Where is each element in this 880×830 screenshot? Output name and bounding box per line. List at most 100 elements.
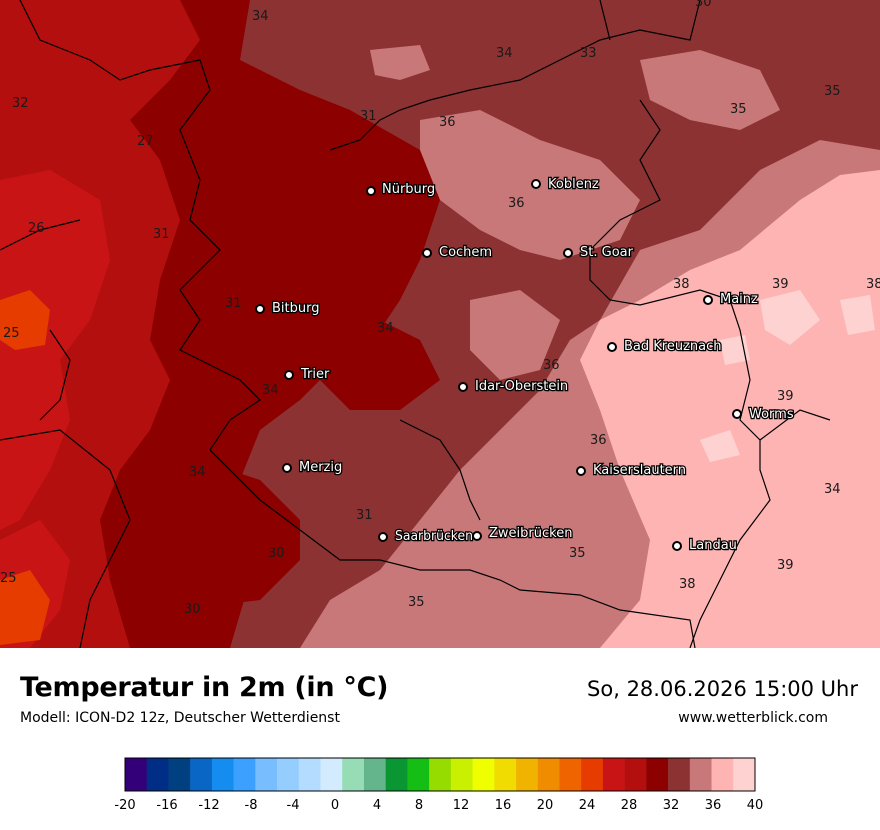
iso-label: 34 (824, 482, 841, 497)
iso-label: 35 (824, 84, 841, 99)
city-label-zweibruecken: Zweibrücken (489, 526, 572, 541)
city-dot (672, 541, 682, 551)
iso-label: 27 (137, 134, 154, 149)
iso-label: 30 (184, 602, 201, 617)
legend-swatch (385, 758, 408, 791)
legend-swatch (407, 758, 430, 791)
temp-zone-32-34-center (320, 320, 440, 410)
city-dot (732, 409, 742, 419)
city-label-trier: Trier (300, 367, 330, 382)
legend-tick-label: 12 (453, 798, 470, 813)
legend-swatch (581, 758, 604, 791)
legend-swatch (211, 758, 234, 791)
iso-label: 31 (225, 296, 242, 311)
website-link[interactable]: www.wetterblick.com (678, 710, 828, 726)
iso-label: 32 (12, 96, 29, 111)
legend-tick-label: 28 (621, 798, 638, 813)
iso-label: 36 (439, 115, 456, 130)
iso-label: 34 (252, 9, 269, 24)
iso-label: 30 (268, 546, 285, 561)
iso-label: 31 (360, 109, 377, 124)
legend-swatch (450, 758, 473, 791)
city-label-bitburg: Bitburg (272, 301, 320, 316)
city-label-merzig: Merzig (299, 460, 342, 475)
city-label-bad-kreuznach: Bad Kreuznach (624, 339, 722, 354)
legend-tick-label: 16 (495, 798, 512, 813)
iso-label: 36 (590, 433, 607, 448)
temp-zone-36-38-south (400, 540, 640, 648)
legend-tick-label: 40 (747, 798, 764, 813)
city-dot (422, 248, 432, 258)
color-legend: -20 -16 -12 -8 -4 0 4 8 12 16 20 24 28 32 36 40 (114, 757, 764, 813)
temperature-map[interactable]: 34 30 34 33 35 35 32 31 36 27 26 31 36 3… (0, 0, 880, 648)
city-dot (563, 248, 573, 258)
legend-swatch (255, 758, 278, 791)
legend-swatch (298, 758, 321, 791)
city-label-idar-oberstein: Idar-Oberstein (475, 379, 568, 394)
iso-label: 39 (777, 558, 794, 573)
legend-swatch (624, 758, 647, 791)
iso-label: 26 (28, 221, 45, 236)
iso-label: 30 (695, 0, 712, 10)
legend-swatch (646, 758, 669, 791)
city-dot (576, 466, 586, 476)
city-dot (472, 531, 482, 541)
temp-zone-28-30 (0, 170, 110, 530)
city-label-koblenz: Koblenz (548, 177, 599, 192)
iso-label: 38 (679, 577, 696, 592)
city-markers: Nürburg Koblenz Cochem St. Goar Mainz Bi… (255, 176, 795, 554)
city-label-nuerburg: Nürburg (382, 182, 435, 197)
iso-label: 33 (580, 46, 597, 61)
city-label-saarbruecken: Saarbrücken (395, 529, 473, 544)
legend-tick-label: 0 (331, 798, 339, 813)
iso-label: 34 (189, 465, 206, 480)
temp-zone-24-28-1 (0, 290, 50, 350)
iso-label: 35 (408, 595, 425, 610)
legend-swatch (711, 758, 734, 791)
legend-tick-label: 32 (663, 798, 680, 813)
city-dot (284, 370, 294, 380)
temp-zone-36-38-north (420, 110, 640, 260)
legend-swatch (363, 758, 386, 791)
iso-label: 25 (0, 571, 17, 586)
legend-tick-label: -8 (245, 798, 258, 813)
legend-tick-label: 8 (415, 798, 423, 813)
legend-swatch (146, 758, 169, 791)
temp-zone-40-plus-4 (700, 430, 740, 462)
city-label-st-goar: St. Goar (580, 245, 634, 260)
legend-swatch (537, 758, 560, 791)
legend-swatch (125, 758, 148, 791)
valid-time: So, 28.06.2026 15:00 Uhr (587, 677, 858, 701)
legend-tick-label: -4 (287, 798, 300, 813)
temp-zone-40-plus-3 (840, 295, 875, 335)
iso-label: 31 (153, 227, 170, 242)
legend-swatch (733, 758, 756, 791)
map-title: Temperatur in 2m (in °C) (20, 672, 389, 703)
temp-zone-30-32-b (0, 0, 90, 70)
temp-zone-36-38-east (640, 50, 780, 130)
legend-tick-label: -12 (198, 798, 219, 813)
iso-label: 34 (496, 46, 513, 61)
temp-zone-32-34-south (140, 460, 300, 610)
city-dot (378, 532, 388, 542)
iso-label: 25 (3, 326, 20, 341)
map-subtitle: Modell: ICON-D2 12z, Deutscher Wetterdie… (20, 710, 340, 726)
legend-swatch (494, 758, 517, 791)
city-dot (607, 342, 617, 352)
isotherm-labels: 34 30 34 33 35 35 32 31 36 27 26 31 36 3… (0, 0, 880, 617)
legend-color-bar (124, 757, 756, 792)
legend-swatch (429, 758, 452, 791)
legend-border (124, 757, 756, 792)
city-dot (282, 463, 292, 473)
iso-label: 35 (569, 546, 586, 561)
legend-swatch (472, 758, 495, 791)
legend-swatch (168, 758, 191, 791)
city-dot (366, 186, 376, 196)
legend-swatch (190, 758, 213, 791)
temp-zone-40-plus-1 (760, 290, 820, 345)
city-label-cochem: Cochem (439, 245, 492, 260)
city-dot (255, 304, 265, 314)
iso-label: 31 (356, 508, 373, 523)
legend-swatch (689, 758, 712, 791)
legend-swatch (602, 758, 625, 791)
